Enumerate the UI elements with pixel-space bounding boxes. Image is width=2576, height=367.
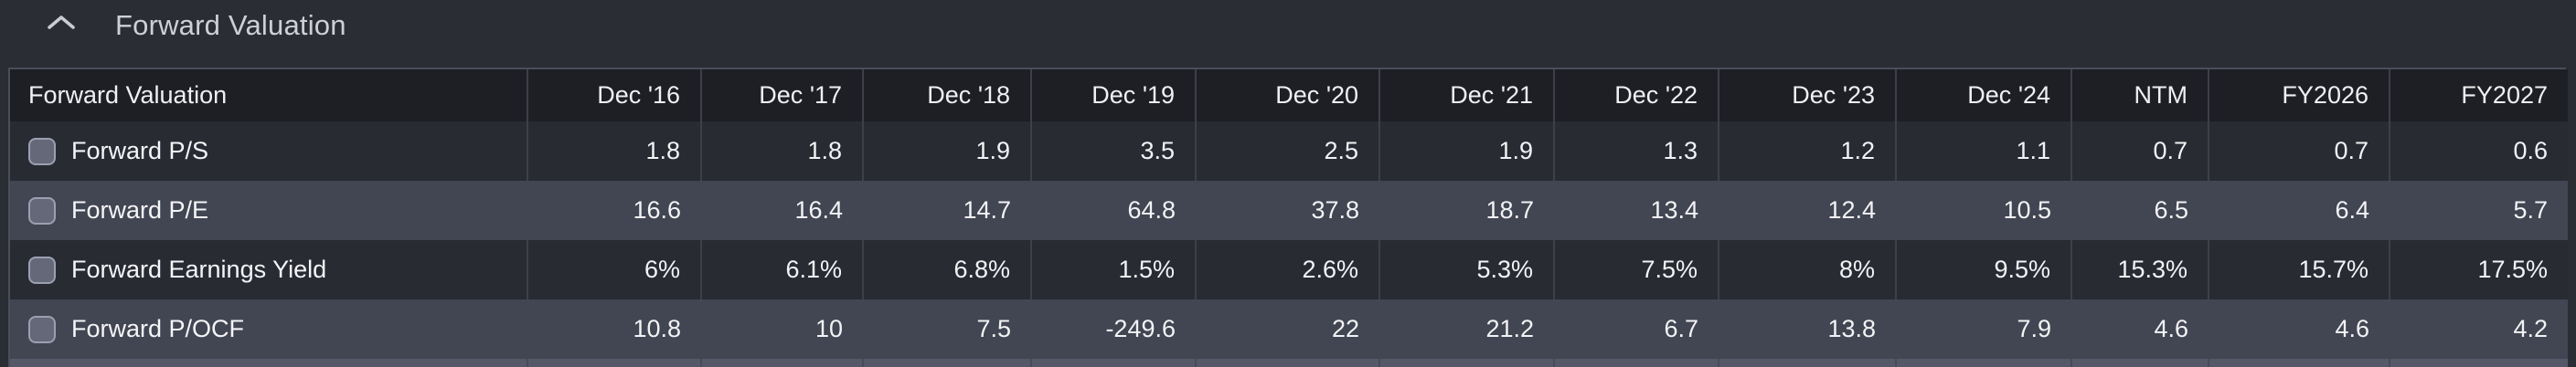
column-header: Dec '19 [1031, 69, 1197, 121]
cell-value: 1.9 [1379, 121, 1555, 181]
row-label: Forward P/E [71, 196, 209, 224]
row-checkbox[interactable] [28, 315, 56, 343]
column-header: FY2027 [2390, 69, 2568, 121]
cell-value: 6.1% [701, 240, 864, 299]
cell-value: 18.7 [1379, 181, 1554, 240]
column-header: Dec '20 [1196, 69, 1380, 121]
column-header: Dec '16 [527, 69, 702, 121]
cell-value: 1.9 [863, 121, 1032, 181]
forward-valuation-table: Forward Valuation Dec '16 Dec '17 Dec '1… [8, 68, 2568, 367]
cell-value: 7.9 [1896, 299, 2071, 359]
cell-value: 1.8 [701, 121, 864, 181]
row-checkbox[interactable] [28, 256, 56, 284]
cell-value: 15.3% [2071, 240, 2209, 299]
cell-value: 0.7 [2209, 121, 2390, 181]
column-header: Dec '17 [701, 69, 864, 121]
cell-value: 0.7 [2071, 121, 2209, 181]
cell-value: 14.7 [863, 181, 1031, 240]
cell-value: 12.4 [1719, 181, 1896, 240]
row-label: Forward Earnings Yield [71, 256, 327, 283]
column-header: Dec '23 [1719, 69, 1897, 121]
cell-value: 1.5% [1031, 240, 1197, 299]
cell-value: 4.6 [2209, 299, 2390, 359]
row-label: Forward P/OCF [71, 315, 245, 342]
table-row-forward-ps: Forward P/S 1.8 1.8 1.9 3.5 2.5 1.9 1.3 … [10, 121, 2568, 181]
cell-value: 9.5% [1896, 240, 2072, 299]
cell-value: 0.6 [2390, 121, 2568, 181]
table-header-row: Forward Valuation Dec '16 Dec '17 Dec '1… [10, 69, 2568, 121]
row-label-cell[interactable]: Forward Earnings Yield [10, 240, 528, 299]
table-row-forward-pe: Forward P/E 16.6 16.4 14.7 64.8 37.8 18.… [10, 181, 2568, 240]
table-row-forward-pocf: Forward P/OCF 10.8 10 7.5 -249.6 22 21.2… [10, 299, 2568, 359]
cell-value: 6% [527, 240, 702, 299]
cell-value: 2.6% [1196, 240, 1380, 299]
cell-value: 16.6 [527, 181, 701, 240]
section-title: Forward Valuation [115, 9, 346, 41]
cell-value: 4.6 [2071, 299, 2209, 359]
column-header: Dec '21 [1379, 69, 1555, 121]
table-row-forward-earnings-yield: Forward Earnings Yield 6% 6.1% 6.8% 1.5%… [10, 240, 2568, 299]
cell-value: -249.6 [1031, 299, 1196, 359]
label-column-header: Forward Valuation [10, 69, 528, 121]
row-label-cell[interactable]: Forward P/E [10, 181, 527, 240]
row-label-cell[interactable]: Forward P/S [10, 121, 528, 181]
cell-value: 8% [1719, 240, 1897, 299]
row-checkbox[interactable] [28, 137, 56, 165]
section-header: Forward Valuation [0, 0, 2576, 68]
cell-value: 10.5 [1896, 181, 2071, 240]
cell-value: 2.5 [1196, 121, 1380, 181]
cell-value: 7.5% [1554, 240, 1719, 299]
cell-value: 1.2 [1719, 121, 1897, 181]
cell-value: 15.7% [2209, 240, 2390, 299]
column-header: NTM [2071, 69, 2209, 121]
row-label: Forward P/S [71, 137, 209, 164]
cell-value: 6.8% [863, 240, 1032, 299]
cell-value: 10.8 [527, 299, 701, 359]
cell-value: 1.8 [527, 121, 702, 181]
cell-value: 3.5 [1031, 121, 1197, 181]
column-header: Dec '22 [1554, 69, 1719, 121]
cell-value: 17.5% [2390, 240, 2568, 299]
cell-value: 37.8 [1196, 181, 1379, 240]
cell-value: 1.3 [1554, 121, 1719, 181]
cell-value: 7.5 [863, 299, 1031, 359]
cell-value: 6.7 [1554, 299, 1719, 359]
column-header: FY2026 [2209, 69, 2390, 121]
cell-value: 10 [701, 299, 863, 359]
cell-value: 4.2 [2390, 299, 2568, 359]
cell-value: 64.8 [1031, 181, 1196, 240]
column-header: Dec '18 [863, 69, 1032, 121]
cell-value: 16.4 [701, 181, 863, 240]
row-checkbox[interactable] [28, 196, 56, 225]
cell-value: 13.8 [1719, 299, 1896, 359]
row-label-cell[interactable]: Forward P/OCF [10, 299, 527, 359]
cell-value: 5.3% [1379, 240, 1555, 299]
chevron-up-icon[interactable] [46, 11, 77, 35]
partial-next-row [10, 359, 2568, 367]
column-header: Dec '24 [1896, 69, 2072, 121]
cell-value: 21.2 [1379, 299, 1554, 359]
cell-value: 1.1 [1896, 121, 2072, 181]
cell-value: 6.4 [2209, 181, 2390, 240]
cell-value: 13.4 [1554, 181, 1719, 240]
cell-value: 6.5 [2071, 181, 2209, 240]
cell-value: 22 [1196, 299, 1379, 359]
cell-value: 5.7 [2390, 181, 2568, 240]
